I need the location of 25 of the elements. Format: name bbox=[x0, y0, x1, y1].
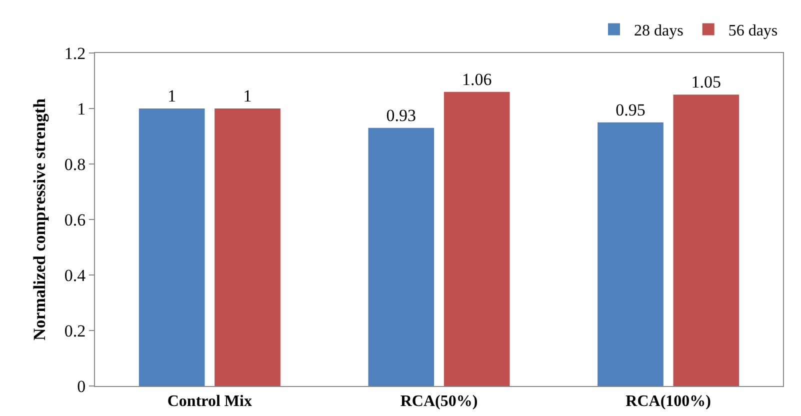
y-axis-title: Normalized compressive strength bbox=[30, 98, 49, 341]
data-label: 1.05 bbox=[691, 72, 722, 92]
legend-label: 28 days bbox=[634, 22, 684, 40]
bar bbox=[598, 122, 664, 386]
y-tick-label: 0.6 bbox=[64, 210, 86, 230]
y-tick-label: 0.2 bbox=[64, 321, 86, 340]
y-tick-label: 0.8 bbox=[64, 154, 86, 174]
data-label: 1 bbox=[243, 86, 252, 106]
bar bbox=[138, 108, 205, 386]
data-label: 0.93 bbox=[386, 106, 416, 125]
bar bbox=[368, 128, 434, 386]
data-label: 1 bbox=[168, 86, 176, 106]
bar bbox=[444, 92, 510, 386]
bar bbox=[673, 94, 740, 386]
y-tick-label: 1.2 bbox=[64, 44, 86, 63]
y-tick-label: 0.4 bbox=[64, 266, 86, 285]
y-tick-label: 1 bbox=[77, 99, 86, 118]
legend-label: 56 days bbox=[728, 22, 778, 40]
data-label: 1.06 bbox=[462, 70, 492, 89]
x-tick-label: RCA(50%) bbox=[400, 393, 478, 410]
y-tick-label: 0 bbox=[77, 376, 86, 396]
data-label: 0.95 bbox=[616, 100, 646, 120]
bar bbox=[214, 108, 280, 386]
x-tick-label: RCA(100%) bbox=[626, 393, 711, 410]
x-tick-label: Control Mix bbox=[167, 393, 252, 410]
